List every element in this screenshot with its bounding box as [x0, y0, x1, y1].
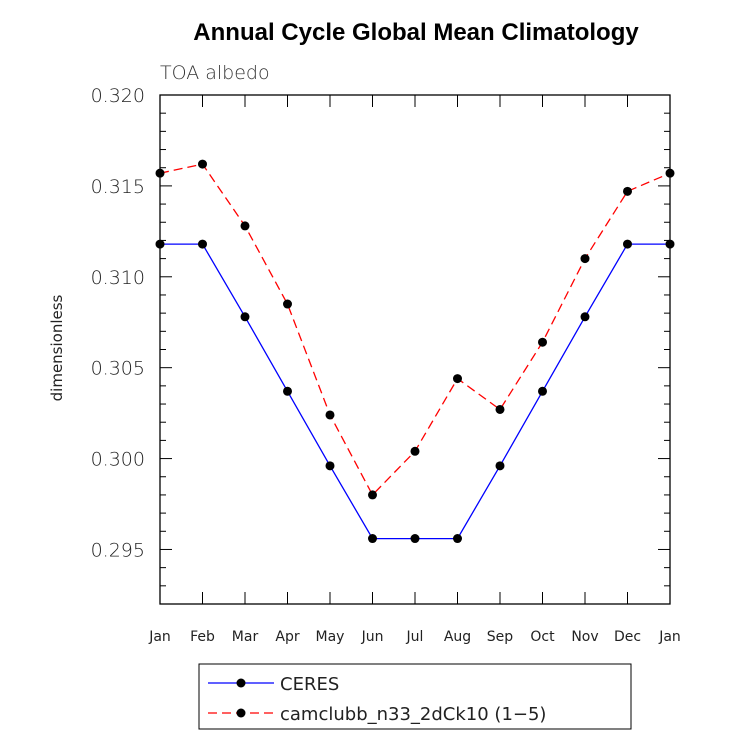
chart-subtitle: TOA albedo: [160, 62, 270, 84]
data-point-model: [325, 410, 335, 420]
x-tick-label: Sep: [487, 629, 514, 645]
data-point-model: [580, 254, 590, 264]
data-point-model: [410, 446, 420, 456]
y-tick-labels: 0.295 0.300 0.305 0.310 0.315 0.320: [91, 85, 145, 561]
data-point-ceres: [240, 312, 250, 322]
data-point-model: [665, 168, 675, 178]
x-tick-label: Apr: [275, 629, 299, 645]
data-point-model: [495, 404, 505, 414]
x-tick-label: Aug: [444, 629, 471, 645]
x-tick-label: Jun: [361, 629, 384, 645]
x-tick-labels: Jan Feb Mar Apr May Jun Jul Aug Sep Oct Nov Dec Jan: [148, 629, 681, 645]
data-point-model: [240, 221, 250, 231]
legend-marker-ceres: [236, 678, 246, 688]
y-tick-label: 0.305: [91, 358, 145, 380]
y-axis-label: dimensionless: [48, 294, 66, 401]
data-point-model: [623, 186, 632, 196]
x-tick-label: Jul: [406, 629, 424, 645]
x-tick-label: Oct: [530, 629, 555, 645]
legend: CERES camclubb_n33_2dCk10 (1−5): [198, 663, 632, 730]
plot-frame: [159, 94, 671, 605]
x-tick-label: Feb: [190, 629, 215, 645]
data-point-ceres: [410, 534, 420, 544]
legend-box: [198, 663, 632, 730]
x-tick-label: May: [316, 629, 345, 645]
legend-label-model: camclubb_n33_2dCk10 (1−5): [280, 704, 546, 725]
y-tick-label: 0.315: [91, 176, 145, 198]
data-point-ceres: [495, 461, 505, 471]
y-tick-label: 0.320: [91, 85, 145, 107]
legend-marker-model: [236, 708, 246, 718]
data-point-ceres: [623, 239, 632, 249]
data-point-model: [283, 299, 292, 309]
axis-ticks: [159, 94, 671, 605]
data-point-ceres: [368, 534, 377, 544]
data-point-ceres: [580, 312, 590, 322]
y-tick-label: 0.295: [91, 539, 145, 561]
series-line-model: [159, 163, 671, 496]
x-tick-label: Mar: [232, 629, 259, 645]
y-tick-label: 0.310: [91, 267, 145, 289]
legend-label-ceres: CERES: [280, 674, 339, 695]
data-point-ceres: [283, 386, 292, 396]
data-point-model: [453, 374, 462, 384]
y-tick-label: 0.300: [91, 449, 145, 471]
chart-title: Annual Cycle Global Mean Climatology: [193, 19, 639, 46]
data-point-model: [538, 337, 547, 347]
x-tick-label: Jan: [658, 629, 681, 645]
x-tick-label: Nov: [571, 629, 598, 645]
data-point-ceres: [325, 461, 335, 471]
series-layer: [155, 159, 675, 544]
data-point-ceres: [538, 386, 547, 396]
x-tick-label: Dec: [614, 629, 641, 645]
series-line-ceres: [160, 243, 670, 540]
data-point-ceres: [665, 239, 675, 249]
data-point-model: [155, 168, 165, 178]
x-tick-label: Jan: [148, 629, 171, 645]
data-point-ceres: [155, 239, 165, 249]
data-point-ceres: [453, 534, 462, 544]
data-point-model: [368, 490, 377, 500]
data-point-model: [198, 159, 207, 169]
data-point-ceres: [198, 239, 207, 249]
